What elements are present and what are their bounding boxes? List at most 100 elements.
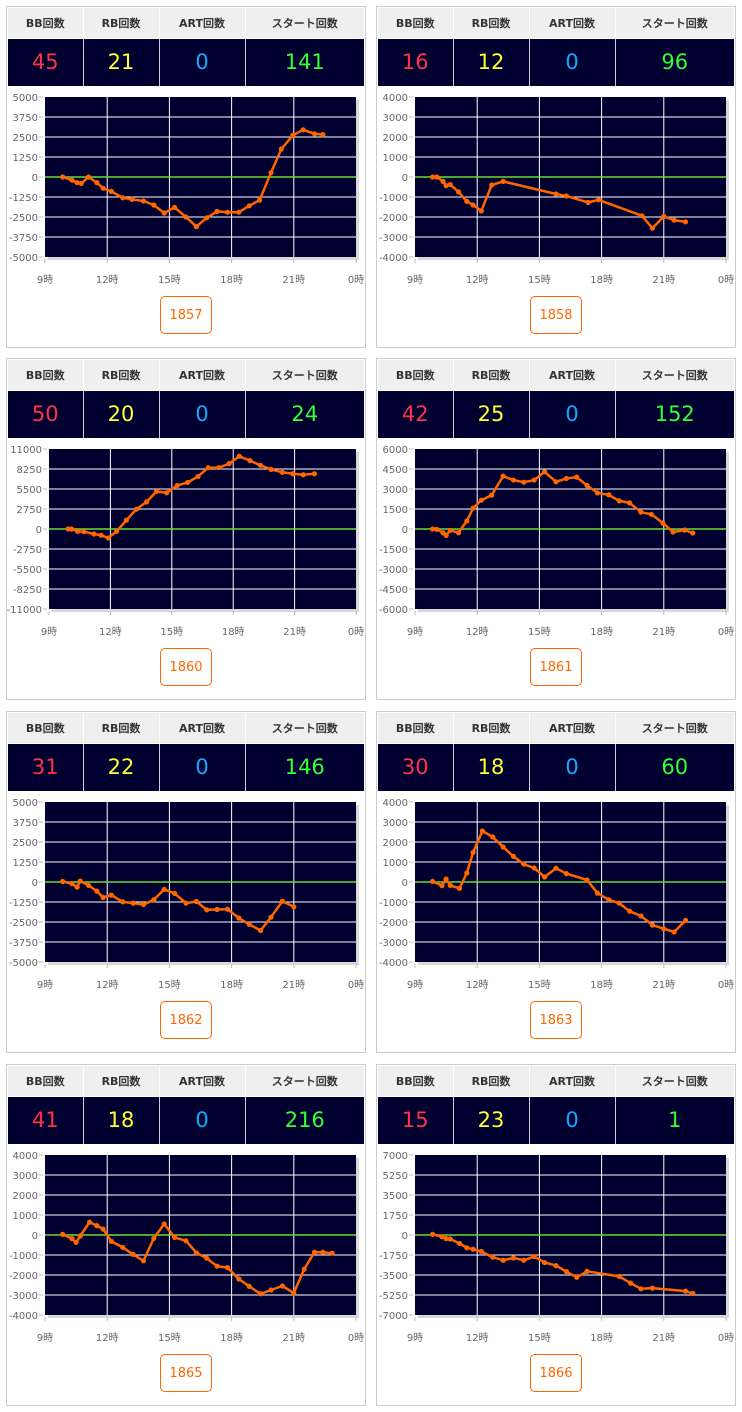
data-point xyxy=(85,882,92,888)
machine-number-button[interactable]: 1858 xyxy=(530,296,582,334)
machine-number-button[interactable]: 1863 xyxy=(530,1001,582,1039)
x-tick-label: 15時 xyxy=(160,626,183,638)
data-point xyxy=(193,1250,199,1256)
y-tick-label: -2000 xyxy=(379,918,408,929)
x-tick-label: 12時 xyxy=(466,979,489,991)
art-count: 0 xyxy=(529,389,616,438)
x-tick-label: 15時 xyxy=(158,979,181,991)
x-tick-label: 0時 xyxy=(718,626,734,638)
bb-count: 15 xyxy=(378,1095,454,1144)
data-point xyxy=(226,461,232,467)
x-tick-label: 0時 xyxy=(348,274,364,286)
bb-count: 41 xyxy=(8,1095,84,1144)
data-point xyxy=(278,146,284,152)
data-point xyxy=(268,1287,274,1293)
data-point xyxy=(447,182,453,188)
data-point xyxy=(311,131,318,137)
data-point xyxy=(594,890,601,896)
data-point xyxy=(205,465,211,471)
data-point xyxy=(224,1265,231,1271)
data-point xyxy=(290,132,296,138)
data-point xyxy=(123,517,129,523)
slump-chart: 5000 3750 2500 1250 0 -1250 -2500 -3750 -5000 9時 1… xyxy=(9,93,364,286)
data-point xyxy=(443,183,449,189)
art-header: ART回数 xyxy=(159,1066,246,1096)
start-header: スタート回数 xyxy=(615,360,734,390)
data-point xyxy=(256,197,263,203)
data-point xyxy=(681,527,688,533)
art-header: ART回数 xyxy=(529,360,616,390)
machine-number-button[interactable]: 1860 xyxy=(160,648,212,686)
data-point xyxy=(447,527,453,533)
data-point xyxy=(77,878,83,884)
y-tick-label: -3000 xyxy=(379,233,408,244)
data-point xyxy=(183,214,189,220)
machine-number-button[interactable]: 1866 xyxy=(530,1354,582,1392)
data-point xyxy=(224,209,231,215)
data-point xyxy=(236,453,242,459)
y-tick-label: 5000 xyxy=(13,93,38,104)
data-point xyxy=(616,498,622,504)
bb-header: BB回数 xyxy=(378,360,454,390)
data-point xyxy=(184,479,191,486)
art-count: 0 xyxy=(529,1095,616,1144)
x-tick-label: 9時 xyxy=(407,979,423,991)
data-point xyxy=(531,1253,537,1260)
machine-number-button[interactable]: 1857 xyxy=(160,296,212,334)
data-point xyxy=(500,178,506,184)
y-tick-label: 1250 xyxy=(13,153,38,164)
x-tick-label: 9時 xyxy=(407,1332,423,1344)
x-tick-label: 18時 xyxy=(590,1332,613,1344)
rb-header: RB回数 xyxy=(83,8,160,38)
y-tick-label: -1250 xyxy=(9,193,38,204)
data-point xyxy=(171,890,178,896)
data-point xyxy=(94,888,100,894)
data-point xyxy=(464,1245,470,1251)
machine-number-button[interactable]: 1862 xyxy=(160,1001,212,1039)
start-count: 24 xyxy=(245,389,364,438)
data-point xyxy=(151,1235,157,1241)
machine-number-button[interactable]: 1861 xyxy=(530,648,582,686)
data-point xyxy=(171,204,178,210)
data-point xyxy=(86,1219,93,1225)
data-point xyxy=(638,913,644,919)
data-point xyxy=(268,466,274,472)
x-tick-label: 12時 xyxy=(466,626,489,638)
data-point xyxy=(531,477,537,483)
data-point xyxy=(279,898,285,904)
x-tick-label: 12時 xyxy=(466,1332,489,1344)
data-point xyxy=(649,922,655,928)
y-tick-label: -1250 xyxy=(9,898,38,909)
data-point xyxy=(510,1255,517,1261)
art-count: 0 xyxy=(529,37,616,86)
data-point xyxy=(671,217,677,223)
y-tick-label: 3750 xyxy=(13,113,38,124)
data-point xyxy=(291,1290,297,1296)
data-point xyxy=(69,177,75,183)
machine-number-button[interactable]: 1865 xyxy=(160,1354,212,1392)
data-point xyxy=(236,915,242,921)
bb-header: BB回数 xyxy=(378,713,454,743)
data-point xyxy=(108,1238,114,1244)
y-tick-label: 0 xyxy=(402,525,408,536)
y-tick-label: -1750 xyxy=(379,1251,408,1262)
data-point xyxy=(478,1248,484,1255)
data-point xyxy=(258,1291,264,1297)
data-point xyxy=(246,921,252,927)
data-point xyxy=(500,473,506,479)
y-tick-label: -2500 xyxy=(9,918,38,929)
y-tick-label: -8250 xyxy=(13,585,42,596)
y-tick-label: 2000 xyxy=(383,838,408,849)
data-point xyxy=(541,874,548,880)
data-point xyxy=(447,882,453,888)
start-count: 60 xyxy=(615,742,734,791)
data-point xyxy=(470,849,476,855)
x-tick-label: 21時 xyxy=(282,1332,305,1344)
data-point xyxy=(60,878,66,885)
start-header: スタート回数 xyxy=(615,1066,734,1096)
data-point xyxy=(68,526,75,532)
data-point xyxy=(214,906,220,913)
data-point xyxy=(443,1236,449,1242)
slump-chart: 7000 5250 3500 1750 0 -1750 -3500 -5250 -7000 9時 1… xyxy=(379,1151,734,1344)
data-point xyxy=(236,209,242,215)
